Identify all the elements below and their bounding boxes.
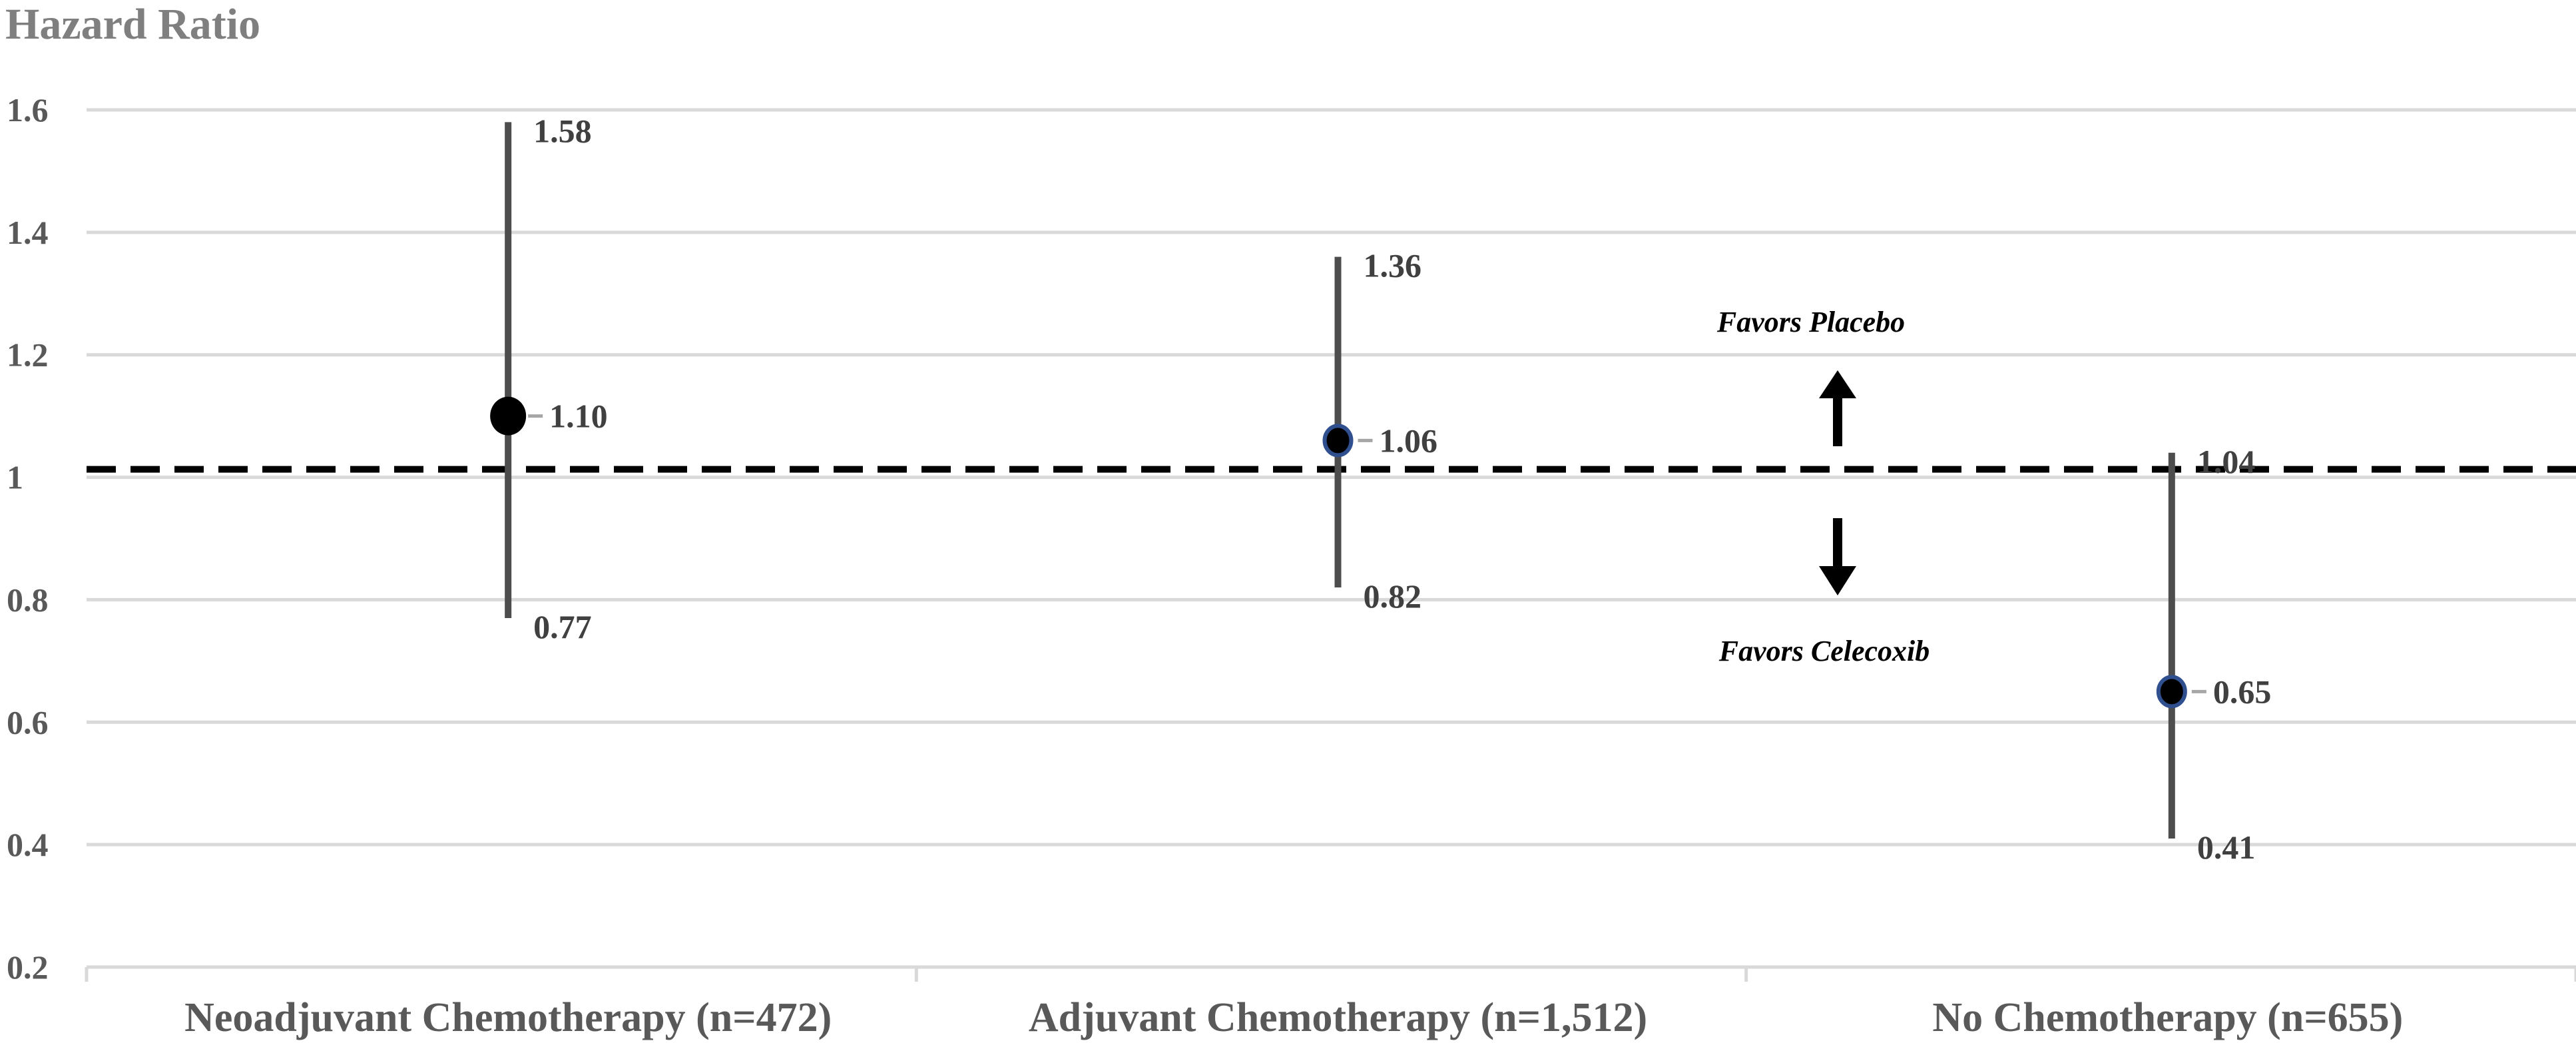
lower-ci-label: 0.41 xyxy=(2197,829,2256,866)
y-tick-label: 1.2 xyxy=(7,336,49,374)
grid-lines xyxy=(87,108,2576,969)
annotations: Favors Placebo Favors Celecoxib xyxy=(1716,306,1930,667)
point-marker xyxy=(2156,675,2187,709)
x-axis: Neoadjuvant Chemotherapy (n=472) Adjuvant… xyxy=(85,967,2576,1040)
lower-ci-label: 0.82 xyxy=(1364,577,1422,615)
arrow-up-icon xyxy=(1819,370,1856,398)
data-marks: 1.10 1.58 0.77 1.06 1.36 0.82 0.65 1.04 0.41 xyxy=(490,112,2271,866)
upper-ci-label: 1.36 xyxy=(1364,247,1422,284)
favors-celecoxib-label: Favors Celecoxib xyxy=(1718,635,1930,667)
y-axis-ticks: 0.2 0.4 0.6 0.8 1 1.2 1.4 1.6 xyxy=(7,91,49,986)
x-tick-label: Neoadjuvant Chemotherapy (n=472) xyxy=(184,995,832,1040)
upper-ci-label: 1.58 xyxy=(533,112,592,149)
x-tick-label: Adjuvant Chemotherapy (n=1,512) xyxy=(1029,995,1647,1040)
x-tick-label: No Chemotherapy (n=655) xyxy=(1932,995,2403,1040)
y-tick-label: 0.6 xyxy=(7,703,49,741)
y-tick-label: 0.8 xyxy=(7,581,49,618)
upper-ci-label: 1.04 xyxy=(2197,443,2256,480)
point-marker xyxy=(1322,424,1354,458)
lower-ci-label: 0.77 xyxy=(533,608,592,645)
y-tick-label: 0.2 xyxy=(7,948,49,986)
favors-placebo-label: Favors Placebo xyxy=(1716,306,1905,338)
point-value-label: 0.65 xyxy=(2213,673,2272,710)
point-value-label: 1.10 xyxy=(549,398,608,435)
point-marker xyxy=(490,396,527,436)
arrow-down-icon xyxy=(1819,566,1856,595)
y-tick-label: 1.6 xyxy=(7,91,49,129)
y-tick-label: 1.4 xyxy=(7,214,49,251)
chart-title: Hazard Ratio xyxy=(5,0,260,49)
point-value-label: 1.06 xyxy=(1380,422,1438,459)
y-tick-label: 0.4 xyxy=(7,826,49,863)
y-tick-label: 1 xyxy=(7,459,23,496)
